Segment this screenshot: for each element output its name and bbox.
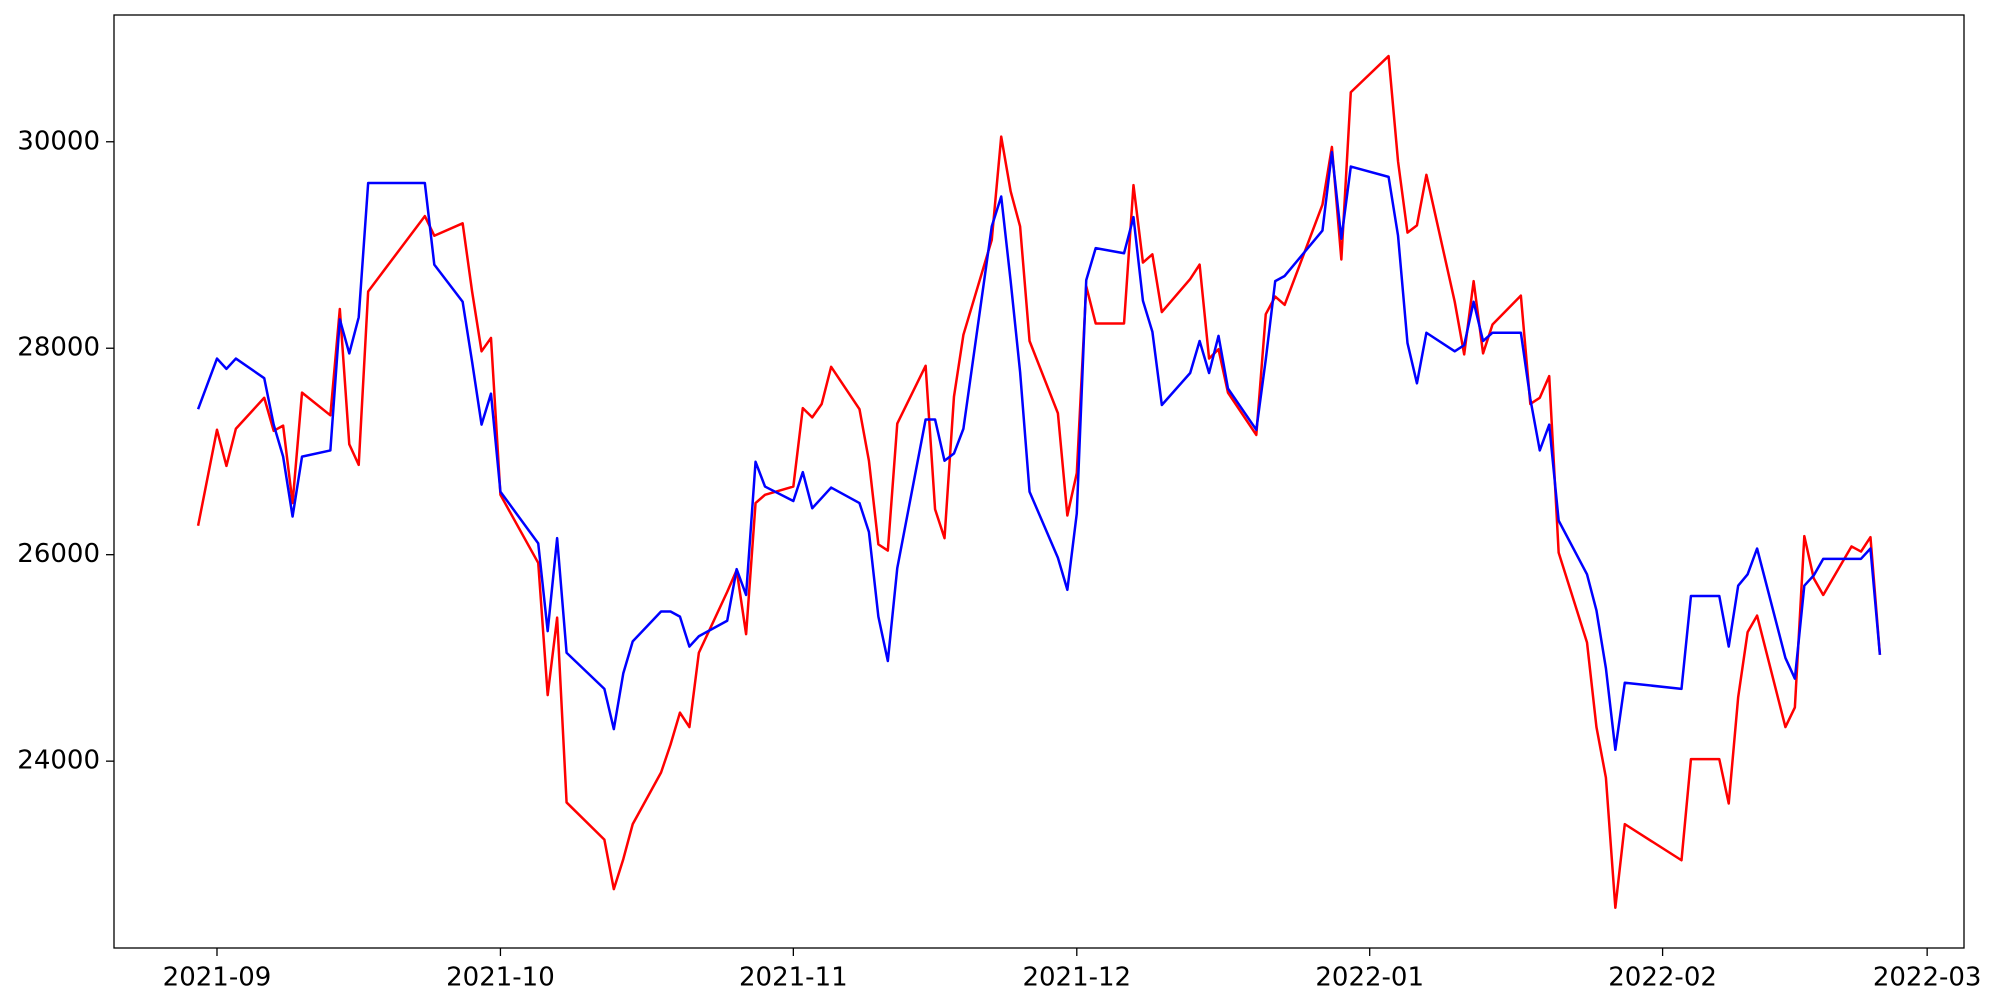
- y-tick-label: 24000: [17, 746, 100, 776]
- x-tick-label: 2021-09: [163, 963, 272, 993]
- plot-frame: [113, 14, 1965, 949]
- x-tick-label: 2021-11: [739, 963, 848, 993]
- x-tick-label: 2022-01: [1315, 963, 1424, 993]
- x-tick-label: 2021-12: [1022, 963, 1131, 993]
- series-line: [196, 54, 1882, 909]
- x-tick-label: 2022-02: [1608, 963, 1717, 993]
- x-tick-label: 2021-10: [446, 963, 555, 993]
- y-tick-label: 28000: [17, 333, 100, 363]
- y-tick-label: 26000: [17, 539, 100, 569]
- x-tick-label: 2022-03: [1873, 963, 1982, 993]
- series-line: [196, 150, 1882, 752]
- y-tick-label: 30000: [17, 126, 100, 156]
